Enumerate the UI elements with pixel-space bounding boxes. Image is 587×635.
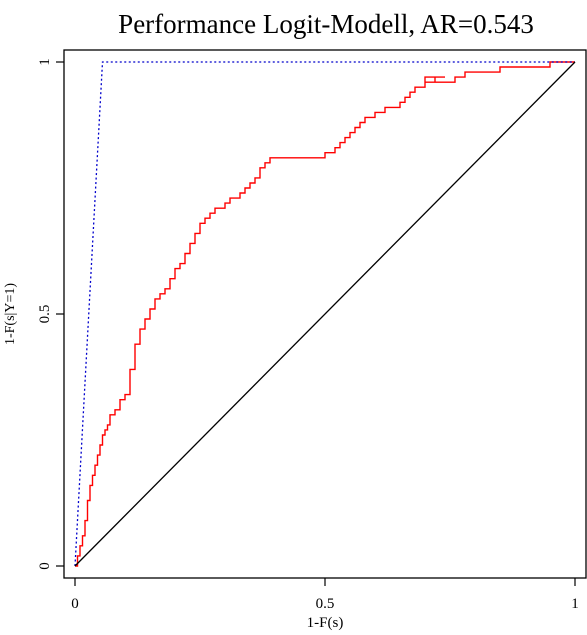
x-axis-label: 1-F(s) [307,615,344,631]
y-tick-label: 1 [37,58,53,66]
x-axis: 0 0.5 1 [71,578,579,612]
y-tick-label: 0.5 [37,305,53,324]
y-tick-label: 0 [37,562,53,570]
y-axis: 00.51 [37,58,64,570]
chart-title: Performance Logit-Modell, AR=0.543 [118,9,534,39]
x-tick-label: 1 [571,596,579,612]
random-model-line [74,61,576,567]
y-axis-label: 1-F(s|Y=1) [3,283,18,345]
series-group [74,61,576,567]
x-tick-label: 0.5 [316,596,335,612]
roc-curve-line [75,61,575,567]
perfect-model-line [74,61,575,567]
x-tick-label: 0 [71,596,79,612]
